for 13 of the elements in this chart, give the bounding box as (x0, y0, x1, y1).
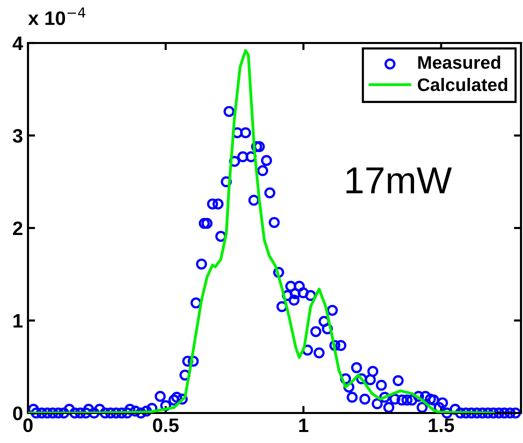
x-tick-label: 1.5 (428, 418, 454, 432)
y-tick-label: 3 (12, 128, 22, 143)
y-tick-label: 4 (12, 36, 24, 50)
y-tick-label: 2 (13, 221, 22, 236)
x-tick-label: 0 (23, 418, 33, 432)
annotation: 17mW (346, 168, 452, 194)
legend-label: Measured (418, 56, 500, 69)
text: x 10$^{−4}$ (28, 8, 86, 26)
y-tick-label: 0 (13, 406, 22, 420)
legend-label: Calculated (418, 78, 508, 92)
x-tick-label: 0.5 (152, 418, 179, 432)
y-tick-label: 1 (14, 314, 23, 328)
x-tick-label: 1 (299, 418, 308, 432)
